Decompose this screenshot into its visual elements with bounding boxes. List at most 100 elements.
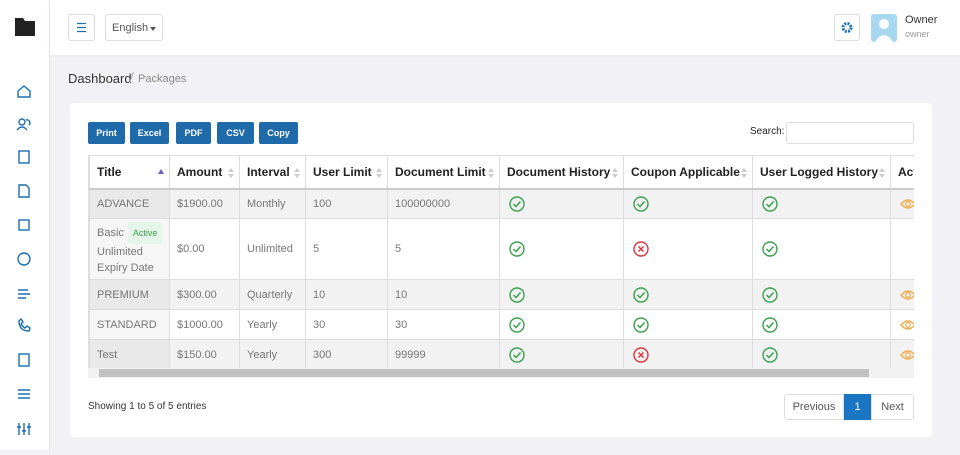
breadcrumb-home[interactable]: Dashboard — [68, 71, 132, 86]
check-icon — [509, 346, 525, 363]
cell: 10 — [387, 279, 500, 310]
column-header[interactable]: User Limit — [305, 155, 388, 190]
home-icon[interactable] — [17, 85, 31, 98]
sliders-icon[interactable] — [17, 423, 31, 435]
export-button[interactable]: PDF — [176, 122, 211, 144]
phone-icon[interactable] — [18, 317, 31, 332]
cell-text: 99999 — [395, 348, 426, 361]
cell: Yearly — [239, 339, 306, 368]
cell: 300 — [305, 339, 388, 368]
sort-asc — [158, 169, 164, 174]
sort-up — [294, 168, 300, 172]
table-row: Basic Active Unlimited Expiry Date $0.00 Unl… — [89, 218, 914, 280]
scroll-thumb[interactable] — [99, 369, 869, 377]
settings-button[interactable] — [834, 14, 860, 41]
doc-icon[interactable] — [18, 150, 30, 164]
cell — [752, 218, 891, 280]
column-title: Action — [898, 164, 914, 179]
export-button[interactable]: CSV — [217, 122, 254, 144]
export-button[interactable]: Copy — [259, 122, 298, 144]
cell: PREMIUM — [89, 279, 170, 310]
sort-up — [488, 168, 494, 172]
cell: 10 — [305, 279, 388, 310]
aperture-icon[interactable] — [17, 252, 31, 266]
cell — [890, 309, 914, 340]
sort-down — [741, 174, 747, 178]
check-icon — [633, 316, 649, 333]
cell — [752, 339, 891, 368]
next-button[interactable]: Next — [871, 394, 914, 420]
view-icon[interactable] — [899, 286, 914, 304]
column-title: User Logged History — [760, 164, 879, 179]
cell — [499, 218, 624, 280]
cell: $0.00 — [169, 218, 240, 280]
column-title: Amount — [177, 164, 223, 179]
column-header[interactable]: Coupon Applicable — [623, 155, 753, 190]
thead: Title Amount Interval User Limit Document Li… — [89, 155, 914, 190]
page-button[interactable]: 1 — [844, 394, 871, 420]
cell-text: $0.00 — [177, 243, 205, 255]
doc2-icon[interactable] — [18, 353, 30, 367]
search-label: Search: — [750, 126, 785, 137]
check-icon — [509, 241, 525, 257]
status-badge: Active — [127, 222, 163, 244]
sort-down — [228, 174, 234, 178]
column-header[interactable]: Action — [890, 155, 914, 190]
export-button[interactable]: Print — [88, 122, 125, 144]
cell — [623, 188, 753, 219]
cell: 99999 — [387, 339, 500, 368]
sort-up — [879, 168, 885, 172]
breadcrumb-current: Packages — [138, 73, 187, 85]
column-header[interactable]: Document History — [499, 155, 624, 190]
scrollbar[interactable] — [88, 368, 914, 378]
column-header[interactable]: Interval — [239, 155, 306, 190]
view-icon[interactable] — [899, 195, 914, 213]
column-header[interactable]: Title — [89, 155, 170, 190]
cell-text: 10 — [313, 288, 326, 301]
cell — [890, 218, 914, 280]
cell — [890, 279, 914, 310]
cell: Yearly — [239, 309, 306, 340]
sort-down — [294, 174, 300, 178]
chip-icon[interactable] — [18, 219, 30, 231]
column-header[interactable]: User Logged History — [752, 155, 891, 190]
menu-button[interactable] — [68, 14, 95, 41]
table-info: Showing 1 to 5 of 5 entries — [88, 401, 207, 412]
tbody: ADVANCE $1900.00 Monthly 100 100000000 Basic A… — [89, 188, 914, 368]
column-header[interactable]: Document Limit — [387, 155, 500, 190]
file-icon[interactable] — [18, 184, 30, 198]
table-row: Test $150.00 Yearly 300 99999 — [89, 339, 914, 368]
sort-up — [228, 168, 234, 172]
check-icon — [762, 196, 778, 212]
cell-text: 300 — [313, 348, 332, 361]
list-icon[interactable] — [18, 389, 30, 399]
view-icon[interactable] — [899, 316, 914, 334]
cell: $1000.00 — [169, 309, 240, 340]
view-icon[interactable] — [899, 346, 914, 364]
cell-text: Yearly — [247, 348, 278, 361]
package-title: Basic — [97, 227, 124, 239]
cell-text: Test — [97, 348, 118, 361]
column-title: Document Limit — [395, 164, 486, 179]
avatar[interactable] — [871, 14, 897, 42]
cell-text: 30 — [395, 318, 408, 331]
logo — [15, 18, 35, 36]
export-button[interactable]: Excel — [130, 122, 169, 144]
users-icon[interactable] — [18, 118, 26, 126]
previous-button[interactable]: Previous — [784, 394, 844, 420]
sidebar — [0, 0, 50, 450]
search-input[interactable] — [786, 122, 914, 144]
cell: ADVANCE — [89, 188, 170, 219]
cross-icon — [633, 241, 649, 257]
cell-text: $300.00 — [177, 288, 217, 301]
menu-icon — [77, 22, 86, 33]
language-select[interactable]: English — [105, 14, 163, 41]
cell — [752, 309, 891, 340]
check-icon — [509, 196, 525, 212]
column-header[interactable]: Amount — [169, 155, 240, 190]
check-icon — [762, 241, 778, 257]
wind-icon[interactable] — [18, 289, 30, 299]
cell — [890, 339, 914, 368]
cell: Basic Active Unlimited Expiry Date — [89, 218, 170, 280]
